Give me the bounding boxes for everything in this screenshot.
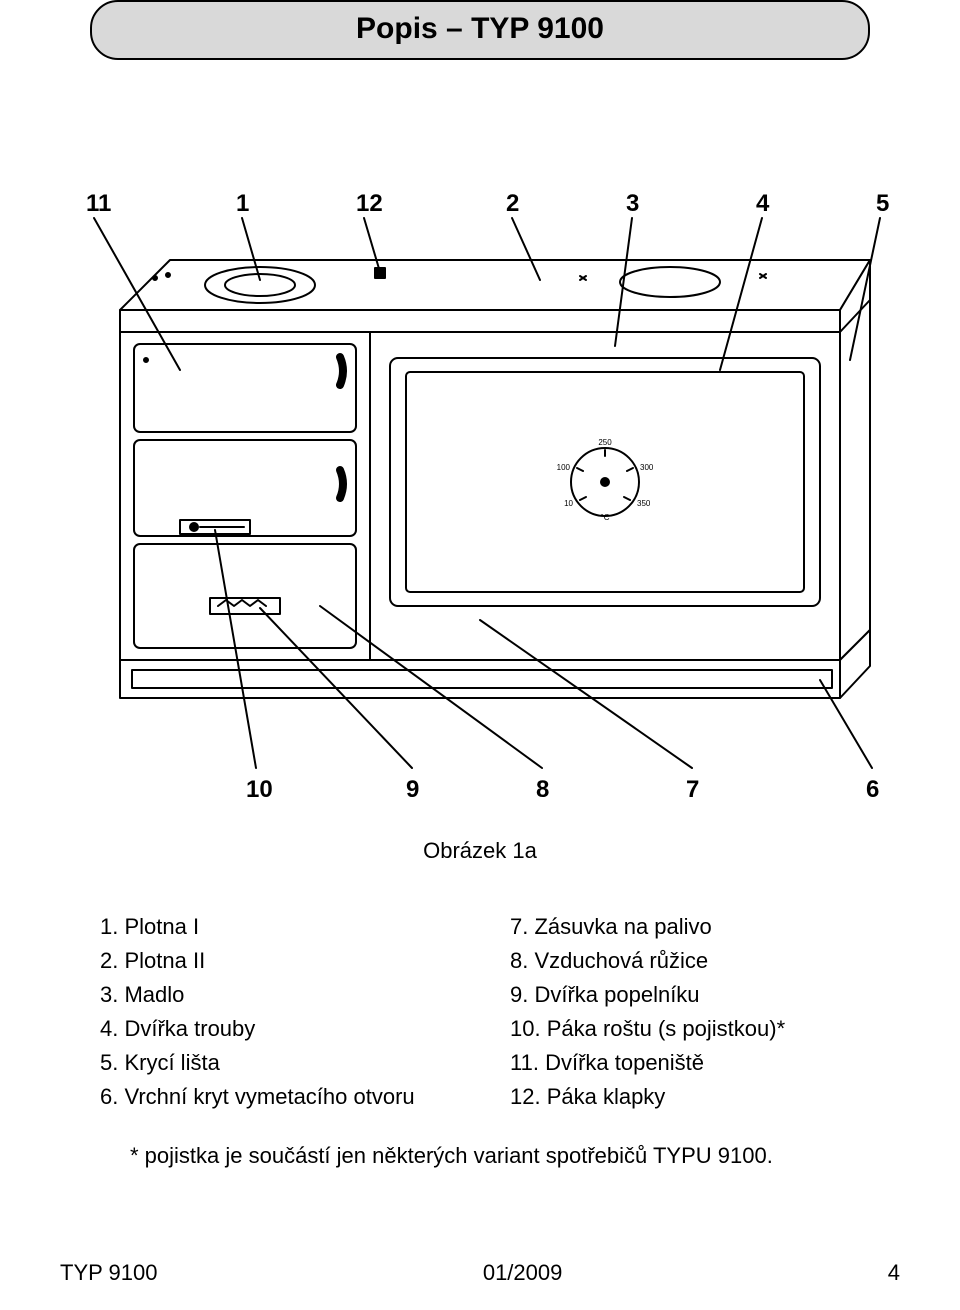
- legend-item: 5. Krycí lišta: [100, 1046, 450, 1080]
- legend-item: 4. Dvířka trouby: [100, 1012, 450, 1046]
- legend-item: 3. Madlo: [100, 978, 450, 1012]
- callout-12: 12: [356, 190, 383, 218]
- callout-5: 5: [876, 190, 889, 218]
- svg-text:°C: °C: [601, 513, 610, 522]
- legend-col-right: 7. Zásuvka na palivo 8. Vzduchová růžice…: [510, 910, 860, 1115]
- callout-3: 3: [626, 190, 639, 218]
- callout-7: 7: [686, 776, 699, 804]
- figure-caption: Obrázek 1a: [60, 838, 900, 864]
- svg-text:250: 250: [598, 438, 612, 447]
- callout-10: 10: [246, 776, 273, 804]
- svg-text:100: 100: [557, 463, 571, 472]
- callout-9: 9: [406, 776, 419, 804]
- footer-date: 01/2009: [483, 1260, 563, 1286]
- legend-item: 11. Dvířka topeniště: [510, 1046, 860, 1080]
- legend: 1. Plotna I 2. Plotna II 3. Madlo 4. Dví…: [100, 910, 860, 1115]
- legend-item: 9. Dvířka popelníku: [510, 978, 860, 1012]
- legend-item: 1. Plotna I: [100, 910, 450, 944]
- footer-page: 4: [888, 1260, 900, 1286]
- footnote: * pojistka je součástí jen některých var…: [130, 1143, 860, 1169]
- legend-item: 2. Plotna II: [100, 944, 450, 978]
- legend-item: 12. Páka klapky: [510, 1080, 860, 1114]
- footer-model: TYP 9100: [60, 1260, 157, 1286]
- legend-item: 7. Zásuvka na palivo: [510, 910, 860, 944]
- title-banner: Popis – TYP 9100: [90, 0, 870, 60]
- stove-illustration: 250 100 300 10 350 °C: [60, 100, 900, 820]
- callout-1: 1: [236, 190, 249, 218]
- page-footer: TYP 9100 01/2009 4: [60, 1260, 900, 1286]
- svg-text:10: 10: [564, 499, 573, 508]
- callout-8: 8: [536, 776, 549, 804]
- callout-4: 4: [756, 190, 769, 218]
- callout-2: 2: [506, 190, 519, 218]
- legend-item: 6. Vrchní kryt vymetacího otvoru: [100, 1080, 450, 1114]
- page-title: Popis – TYP 9100: [356, 12, 604, 45]
- svg-text:350: 350: [637, 499, 651, 508]
- legend-col-left: 1. Plotna I 2. Plotna II 3. Madlo 4. Dví…: [100, 910, 450, 1115]
- legend-item: 8. Vzduchová růžice: [510, 944, 860, 978]
- svg-text:300: 300: [640, 463, 654, 472]
- legend-item: 10. Páka roštu (s pojistkou)*: [510, 1012, 860, 1046]
- callout-11: 11: [86, 190, 111, 218]
- callout-6: 6: [866, 776, 879, 804]
- diagram: 250 100 300 10 350 °C: [60, 100, 900, 820]
